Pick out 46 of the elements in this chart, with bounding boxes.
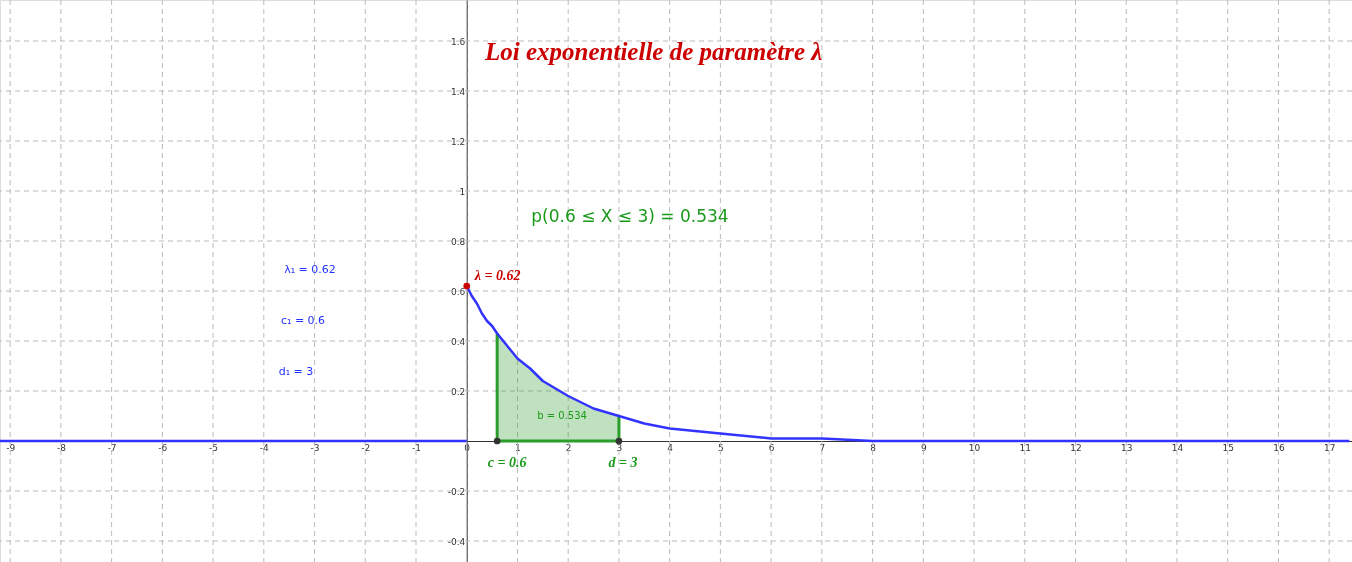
x-tick-label: 14: [1171, 442, 1184, 453]
x-tick-label: -9: [6, 442, 16, 453]
x-tick-label: 8: [870, 442, 877, 453]
annotation: c = 0.6: [487, 455, 527, 470]
x-tick-label: 11: [1019, 442, 1032, 453]
x-tick-label: 3: [616, 442, 623, 453]
x-tick-label: 17: [1323, 442, 1336, 453]
y-tick-label: 1: [459, 186, 466, 197]
x-tick-label: 4: [667, 442, 674, 453]
x-tick-label: -3: [310, 442, 320, 453]
y-tick-label: -0.2: [447, 486, 466, 497]
x-tick-label: -5: [209, 442, 219, 453]
x-tick-label: 15: [1222, 442, 1234, 453]
x-tick-label: 7: [819, 442, 826, 453]
x-tick-label: -8: [56, 442, 67, 453]
annotation: c₁ = 0.6: [280, 314, 326, 327]
x-tick-label: 9: [920, 442, 927, 453]
annotation: b = 0.534: [537, 410, 587, 421]
x-tick-label: 12: [1070, 442, 1082, 453]
x-tick-label: 5: [718, 442, 724, 453]
annotation: d = 3: [608, 455, 638, 470]
y-tick-label: 0.2: [450, 386, 466, 397]
x-tick-label: 6: [768, 442, 775, 453]
x-tick-label: -7: [107, 442, 117, 453]
x-tick-label: 10: [968, 442, 981, 453]
x-tick-label: -1: [412, 442, 421, 453]
annotation: λ = 0.62: [473, 268, 521, 283]
y-tick-label: 1.6: [450, 36, 466, 47]
y-tick-label: 1.4: [450, 86, 466, 97]
annotation: p(0.6 ≤ X ≤ 3) = 0.534: [531, 206, 729, 226]
y-tick-label: 1.2: [450, 136, 466, 147]
y-tick-label: -0.4: [447, 536, 466, 547]
x-tick-label: -4: [259, 442, 270, 453]
x-tick-label: 13: [1121, 442, 1133, 453]
x-tick-label: -2: [361, 442, 371, 453]
x-tick-label: -6: [158, 442, 168, 453]
y-tick-label: 0.8: [450, 236, 466, 247]
x-tick-label: 1: [515, 442, 521, 453]
x-tick-label: 0: [464, 442, 471, 453]
annotation: λ₁ = 0.62: [284, 263, 336, 276]
y-tick-label: 0.4: [450, 336, 466, 347]
x-tick-label: 16: [1273, 442, 1285, 453]
x-tick-label: 2: [565, 442, 572, 453]
y-tick-label: 0.6: [450, 286, 466, 297]
text: Loi exponentielle de paramètre λ: [484, 38, 823, 65]
annotation: d₁ = 3: [278, 365, 314, 378]
